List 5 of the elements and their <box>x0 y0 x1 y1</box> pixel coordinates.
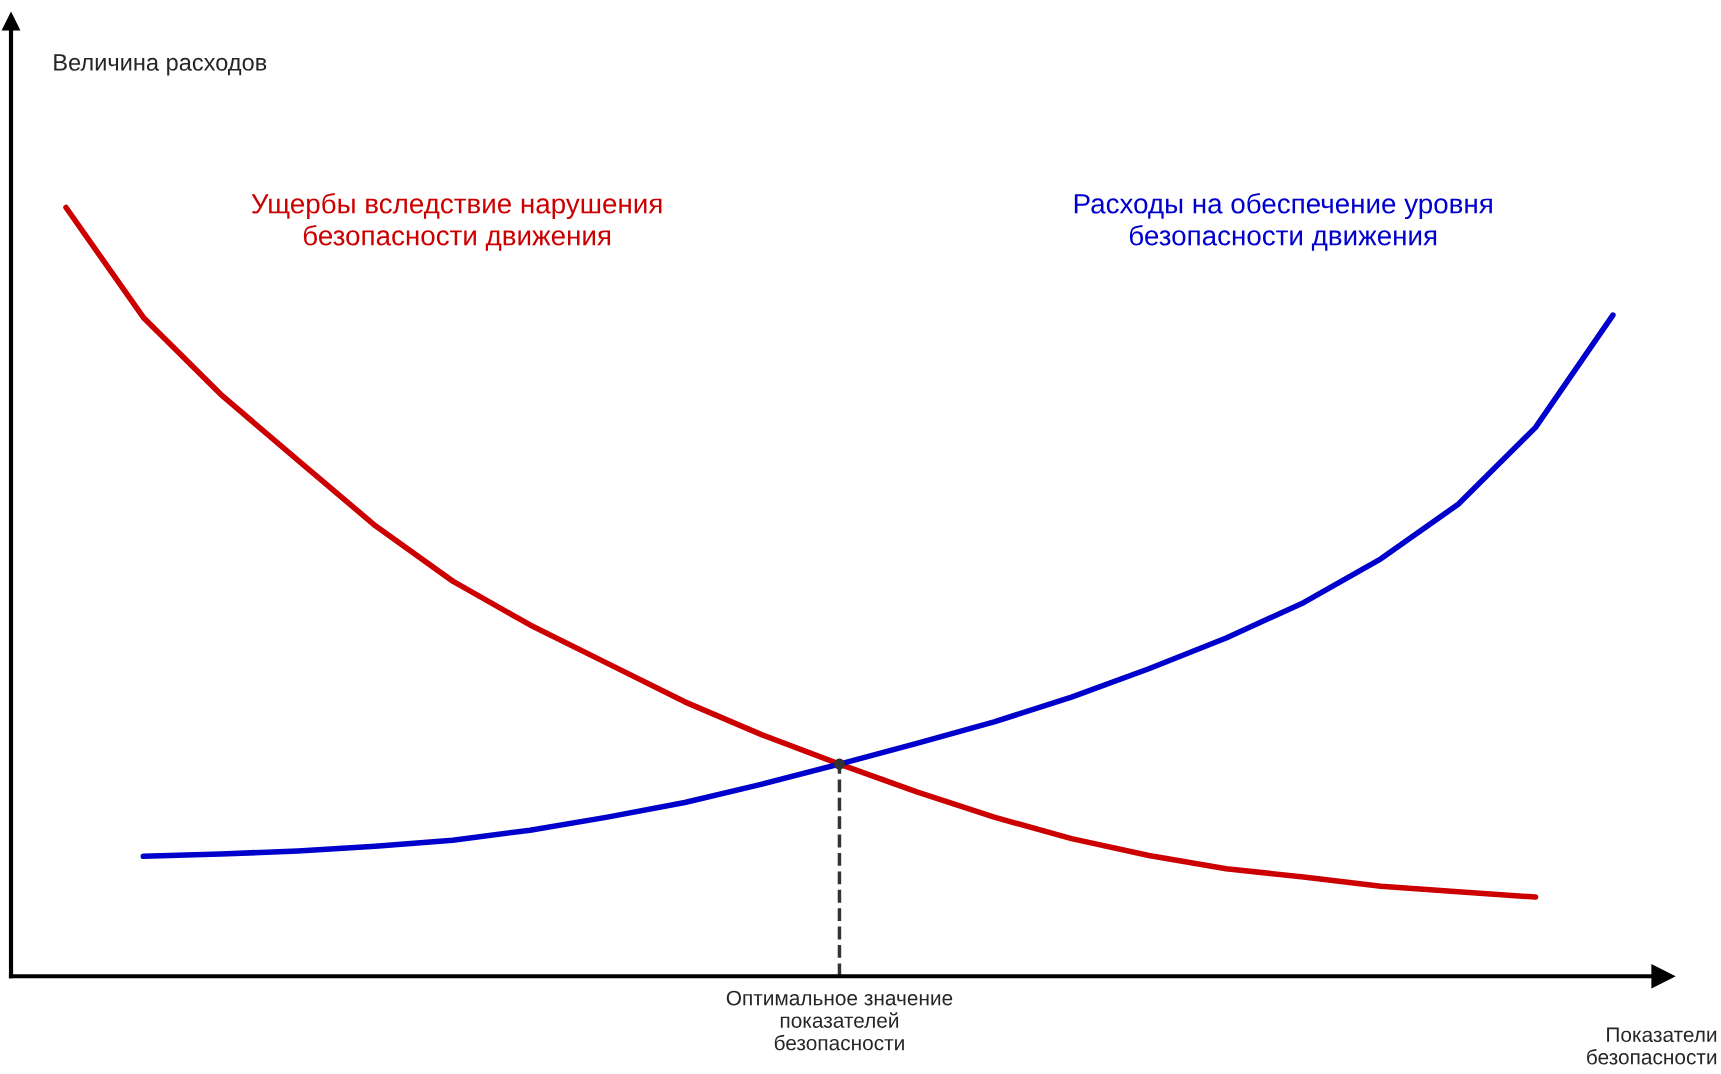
x-axis-title: Показатели безопасности <box>1587 1027 1717 1065</box>
text: Ущербы вследствие нарушения безопасности движения <box>251 192 662 251</box>
text: Величина расходов <box>54 54 267 76</box>
text: Оптимальное значение показателей безопасности <box>726 990 953 1051</box>
text: Расходы на обеспечение уровня безопасности движения <box>1074 192 1492 251</box>
